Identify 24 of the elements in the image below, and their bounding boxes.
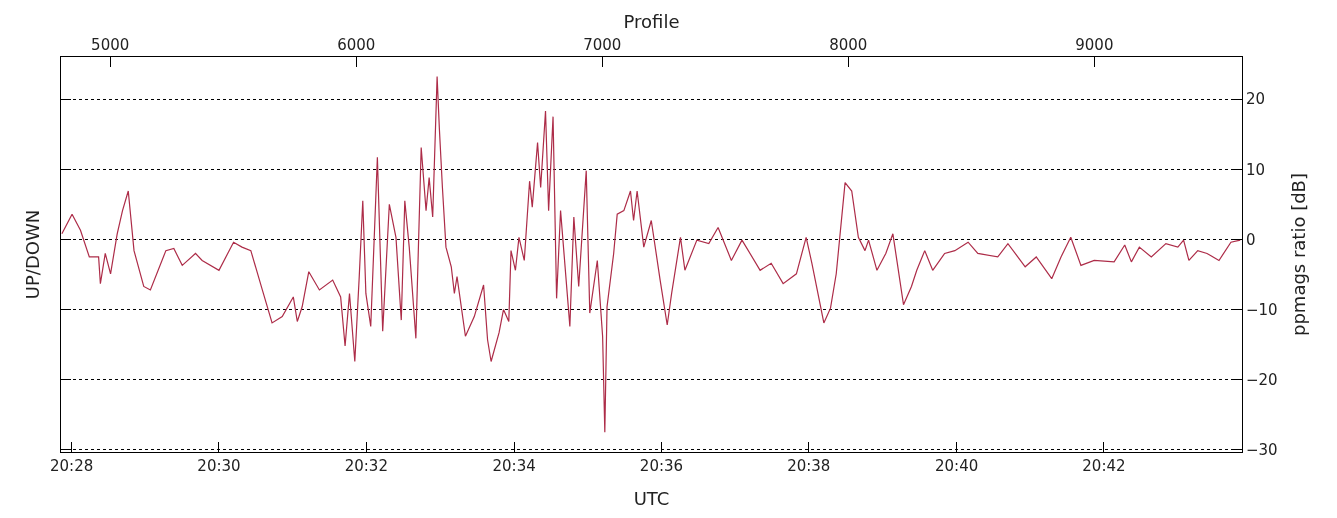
x2-tick-label: 5000 bbox=[91, 36, 130, 54]
x-tick-label: 20:32 bbox=[344, 457, 388, 475]
x-tick-label: 20:30 bbox=[197, 457, 241, 475]
x-tick-label: 20:28 bbox=[50, 457, 94, 475]
y2-tick-label: 20 bbox=[1246, 90, 1266, 109]
line-series bbox=[61, 76, 1241, 433]
y-axis-title: UP/DOWN bbox=[22, 209, 44, 300]
y2-tick-label: −10 bbox=[1246, 300, 1278, 319]
y2-tick-label: −20 bbox=[1246, 370, 1278, 389]
x-tick-label: 20:34 bbox=[492, 457, 536, 475]
y2-tick-label: 0 bbox=[1246, 230, 1256, 249]
x-tick-label: 20:42 bbox=[1082, 457, 1126, 475]
y2-axis-title: ppmags ratio [dB] bbox=[1287, 173, 1309, 336]
x-tick-label: 20:40 bbox=[934, 457, 979, 475]
x2-tick-label: 9000 bbox=[1075, 36, 1114, 54]
y2-tick-label: 10 bbox=[1246, 160, 1266, 179]
x-axis-title: UTC bbox=[633, 488, 670, 510]
x2-tick-label: 7000 bbox=[583, 36, 622, 54]
x-tick-label: 20:36 bbox=[639, 457, 684, 475]
x2-tick-label: 6000 bbox=[337, 36, 376, 54]
x2-axis-title: Profile bbox=[623, 11, 680, 33]
x-tick-label: 20:38 bbox=[787, 457, 831, 475]
x2-tick-label: 8000 bbox=[829, 36, 868, 54]
y2-tick-label: −30 bbox=[1246, 441, 1278, 460]
